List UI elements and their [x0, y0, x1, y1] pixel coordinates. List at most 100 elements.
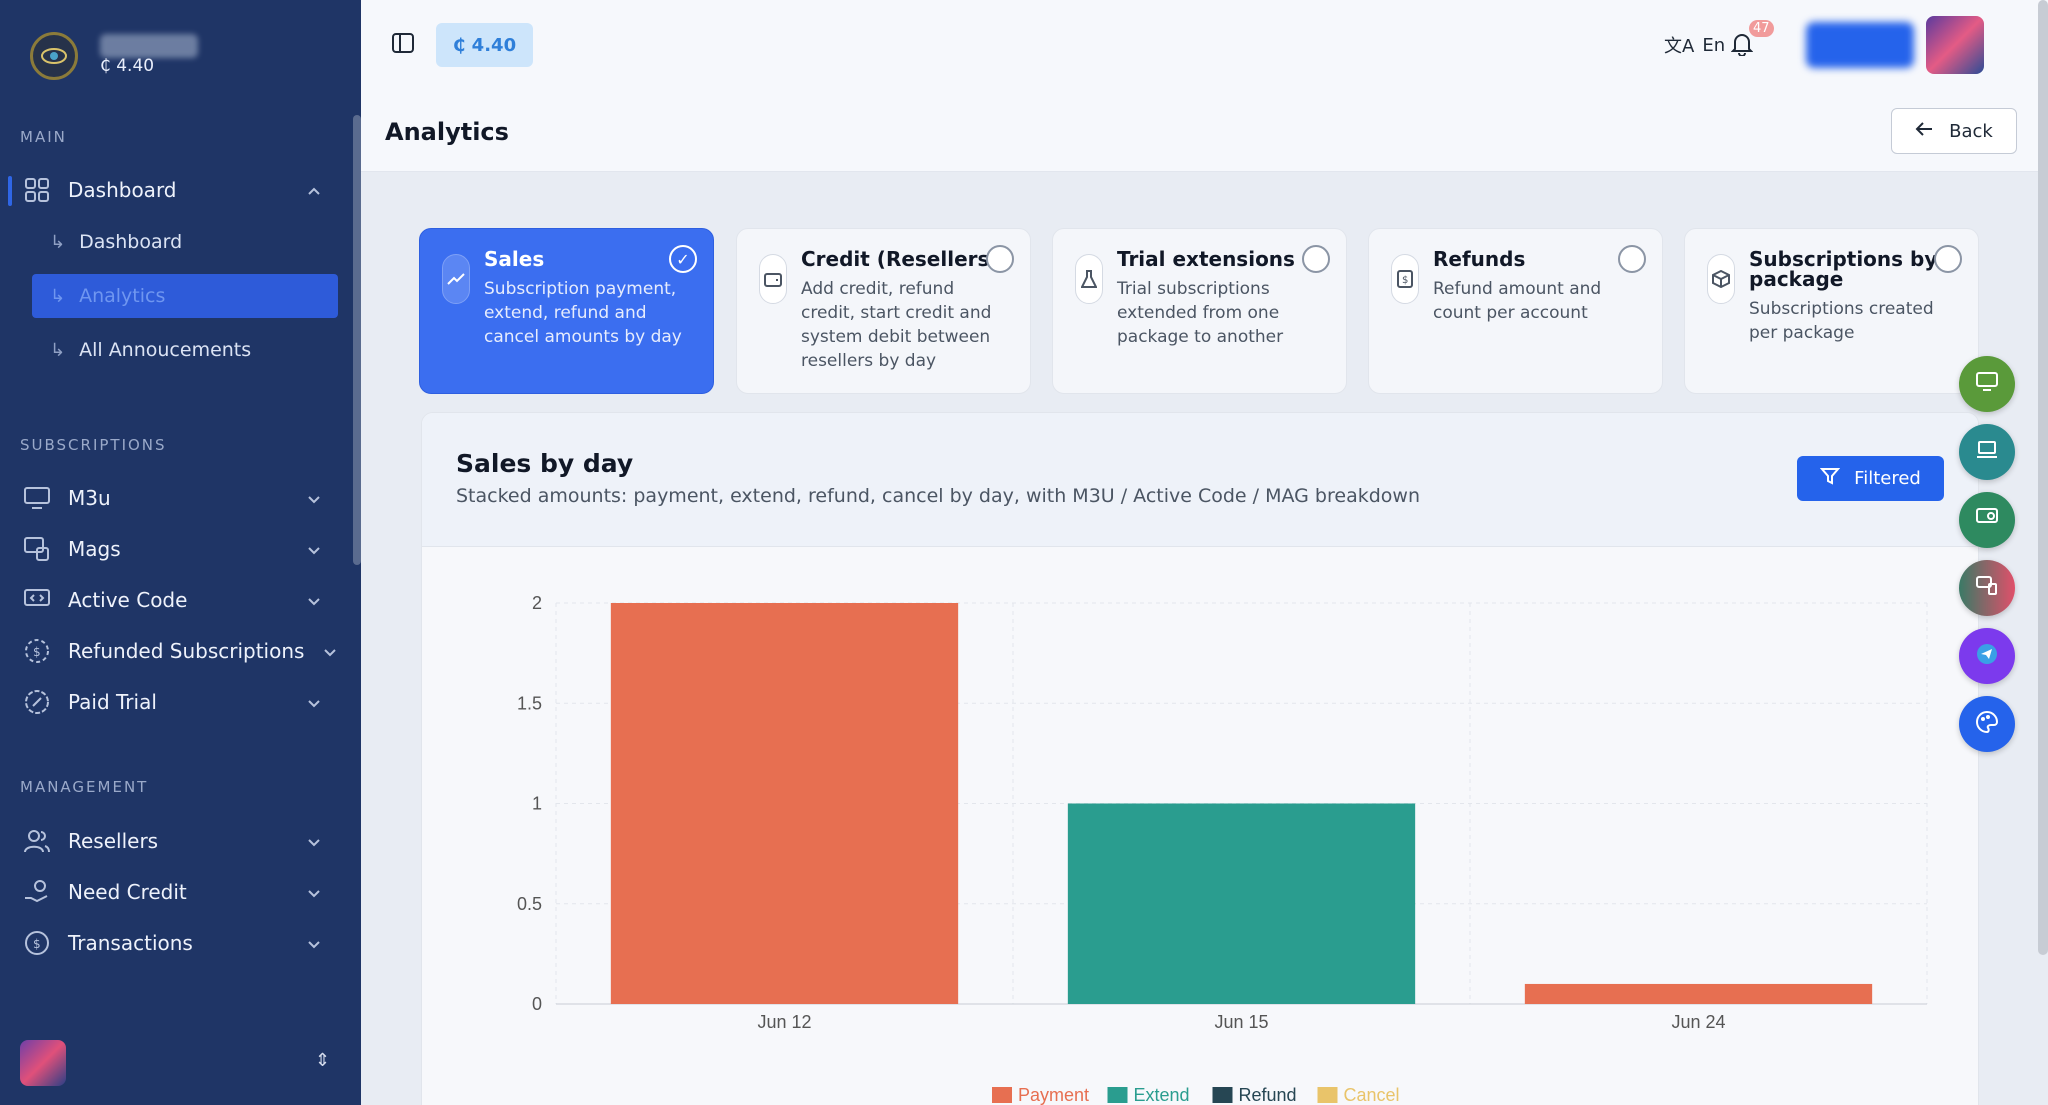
chevron-down-icon [306, 692, 322, 716]
sidebar-sub-label: All Annoucements [79, 339, 252, 361]
report-card-trial-extensions[interactable]: Trial extensions Trial subscriptions ext… [1052, 228, 1347, 394]
chart-title: Sales by day [456, 449, 634, 478]
titlebar: Analytics Back [361, 90, 2048, 172]
fab-devices[interactable] [1959, 560, 2015, 616]
sidebar-item-refunded[interactable]: $ Refunded Subscriptions [20, 629, 340, 673]
card-title: Trial extensions [1117, 247, 1295, 271]
user-avatar[interactable] [20, 1040, 66, 1086]
x-tick-label: Jun 24 [1671, 1012, 1725, 1032]
bell-icon[interactable] [1730, 32, 1754, 60]
y-tick-label: 0.5 [517, 894, 542, 914]
chevron-up-icon [306, 180, 322, 204]
chevron-updown-icon[interactable]: ⇕ [315, 1050, 331, 1071]
sidebar-item-label: M3u [68, 486, 111, 510]
sidebar-item-paid-trial[interactable]: Paid Trial [20, 680, 340, 724]
x-tick-label: Jun 12 [757, 1012, 811, 1032]
card-title: Credit (Resellers) [801, 247, 999, 271]
sub-arrow-icon: ↳ [50, 339, 66, 361]
brand-logo[interactable] [30, 32, 78, 80]
filter-button[interactable]: Filtered [1797, 456, 1944, 501]
sidebar-toggle-icon[interactable] [391, 32, 415, 54]
sidebar-item-dashboard[interactable]: Dashboard [20, 168, 340, 212]
credit-chip[interactable]: ₵ 4.40 [436, 23, 533, 67]
legend-label: Cancel [1344, 1085, 1400, 1105]
svg-text:$: $ [33, 937, 41, 951]
fab-monitor[interactable] [1959, 356, 2015, 412]
chevron-down-icon [322, 641, 338, 665]
sidebar-item-m3u[interactable]: M3u [20, 476, 340, 520]
card-title: Refunds [1433, 247, 1526, 271]
report-card-credit[interactable]: Credit (Resellers) Add credit, refund cr… [736, 228, 1031, 394]
sidebar-item-need-credit[interactable]: Need Credit [20, 870, 340, 914]
sidebar-item-active-code[interactable]: Active Code [20, 578, 340, 622]
fab-palette[interactable] [1959, 696, 2015, 752]
telegram-icon [1976, 643, 1998, 669]
flask-icon [1075, 254, 1103, 304]
fab-screen-share[interactable] [1959, 492, 2015, 548]
card-title: Sales [484, 247, 545, 271]
legend-swatch [1212, 1087, 1233, 1103]
sidebar-item-transactions[interactable]: $ Transactions [20, 921, 340, 965]
back-button[interactable]: Back [1891, 108, 2017, 154]
chevron-down-icon [306, 831, 322, 855]
card-description: Add credit, refund credit, start credit … [801, 279, 992, 371]
page-title: Analytics [385, 118, 509, 146]
bar-payment [1524, 983, 1873, 1004]
filter-label: Filtered [1854, 468, 1921, 489]
report-card-sales[interactable]: Sales Subscription payment, extend, refu… [419, 228, 714, 394]
fab-laptop[interactable] [1959, 424, 2015, 480]
sidebar-sub-announcements[interactable]: ↳ All Annoucements [32, 328, 338, 372]
chart-panel-header: Sales by day Stacked amounts: payment, e… [422, 413, 1978, 547]
chevron-down-icon [306, 590, 322, 614]
check-icon[interactable]: ✓ [669, 245, 697, 273]
language-switcher[interactable]: 文A En [1664, 32, 1725, 58]
card-title: Subscriptions by package [1749, 247, 1938, 291]
radio-button[interactable] [1618, 245, 1646, 273]
sidebar-item-label: Resellers [68, 829, 159, 853]
brand-name-blurred [100, 34, 198, 58]
sidebar-item-label: Need Credit [68, 880, 187, 904]
sidebar-sub-dashboard[interactable]: ↳ Dashboard [32, 220, 338, 264]
radio-button[interactable] [986, 245, 1014, 273]
transactions-icon: $ [20, 926, 54, 960]
sidebar-item-label: Transactions [68, 931, 193, 955]
section-subscriptions: SUBSCRIPTIONS [20, 436, 167, 454]
page-scrollbar[interactable] [2038, 0, 2048, 955]
brand-credit: ₵ 4.40 [100, 56, 155, 76]
screen-share-icon [1976, 508, 1998, 532]
sidebar-sub-analytics[interactable]: ↳ Analytics [32, 274, 338, 318]
svg-text:$: $ [33, 645, 41, 659]
profile-avatar[interactable] [1926, 16, 1984, 74]
sales-chart: 0 0.5 1 1.5 2 Jun 12 Jun 15 Jun 24 Payment Extend… [517, 593, 1928, 1105]
chevron-down-icon [306, 488, 322, 512]
brand: ₵ 4.40 [30, 32, 198, 80]
chevron-down-icon [306, 539, 322, 563]
sidebar-item-mags[interactable]: Mags [20, 527, 340, 571]
legend-swatch [992, 1087, 1012, 1103]
sidebar-scrollbar[interactable] [353, 115, 361, 565]
sidebar-item-resellers[interactable]: Resellers [20, 819, 340, 863]
bar-extend [1067, 803, 1416, 1004]
card-description: Subscriptions created per package [1749, 299, 1934, 343]
radio-button[interactable] [1934, 245, 1962, 273]
users-icon [20, 824, 54, 858]
grid-icon [20, 173, 54, 207]
report-card-refunds[interactable]: $ Refunds Refund amount and count per ac… [1368, 228, 1663, 394]
section-main: MAIN [20, 128, 67, 146]
card-description: Trial subscriptions extended from one pa… [1117, 279, 1284, 347]
monitor-icon [20, 481, 54, 515]
active-indicator [8, 176, 12, 206]
card-description: Subscription payment, extend, refund and… [484, 279, 682, 347]
blurred-button[interactable] [1806, 22, 1914, 68]
report-card-subscriptions-by-package[interactable]: Subscriptions by package Subscriptions c… [1684, 228, 1979, 394]
fab-telegram[interactable] [1959, 628, 2015, 684]
section-management: MANAGEMENT [20, 778, 149, 796]
sub-arrow-icon: ↳ [50, 231, 66, 253]
radio-button[interactable] [1302, 245, 1330, 273]
refund-icon: $ [20, 634, 54, 668]
x-tick-label: Jun 15 [1214, 1012, 1268, 1032]
svg-text:$: $ [1402, 275, 1408, 286]
sidebar: ₵ 4.40 MAIN Dashboard ↳ Dashboard ↳ Analyt… [0, 0, 361, 1105]
receipt-icon: $ [1391, 254, 1419, 304]
legend-label: Refund [1239, 1085, 1297, 1105]
